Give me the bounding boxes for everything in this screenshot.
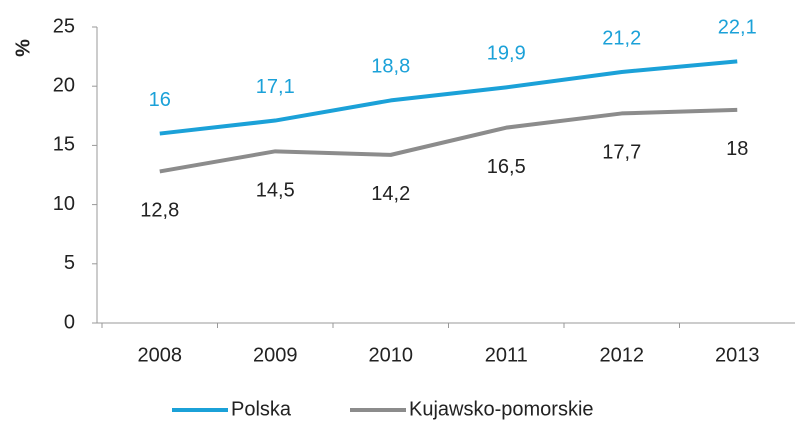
data-label: 16 xyxy=(149,89,171,111)
data-label: 18 xyxy=(726,138,748,160)
data-label: 14,5 xyxy=(256,180,295,202)
data-label: 21,2 xyxy=(602,27,641,49)
data-label: 17,7 xyxy=(602,142,641,164)
y-tick-label: 20 xyxy=(53,74,75,96)
x-tick-label: 2012 xyxy=(600,344,645,366)
y-tick-label: 25 xyxy=(53,15,75,37)
y-axis-label: % xyxy=(12,39,34,57)
x-tick-label: 2008 xyxy=(138,344,183,366)
y-tick-label: 0 xyxy=(64,311,75,333)
legend-label: Polska xyxy=(231,398,292,420)
data-label: 19,9 xyxy=(487,43,526,65)
data-label: 18,8 xyxy=(371,56,410,78)
y-tick-label: 15 xyxy=(53,134,75,156)
y-tick-label: 10 xyxy=(53,193,75,215)
line xyxy=(159,59,738,136)
legend-label: Kujawsko-pomorskie xyxy=(409,398,594,420)
data-label: 14,2 xyxy=(371,183,410,205)
data-label: 16,5 xyxy=(487,156,526,178)
x-tick-label: 2010 xyxy=(369,344,414,366)
x-tick-label: 2011 xyxy=(485,344,528,366)
x-tick-label: 2009 xyxy=(253,344,298,366)
data-label: 12,8 xyxy=(140,200,179,222)
y-tick-label: 5 xyxy=(64,252,75,274)
x-tick-label: 2013 xyxy=(715,344,760,366)
line xyxy=(159,107,738,174)
data-label: 22,1 xyxy=(718,17,757,39)
data-label: 17,1 xyxy=(256,76,295,98)
